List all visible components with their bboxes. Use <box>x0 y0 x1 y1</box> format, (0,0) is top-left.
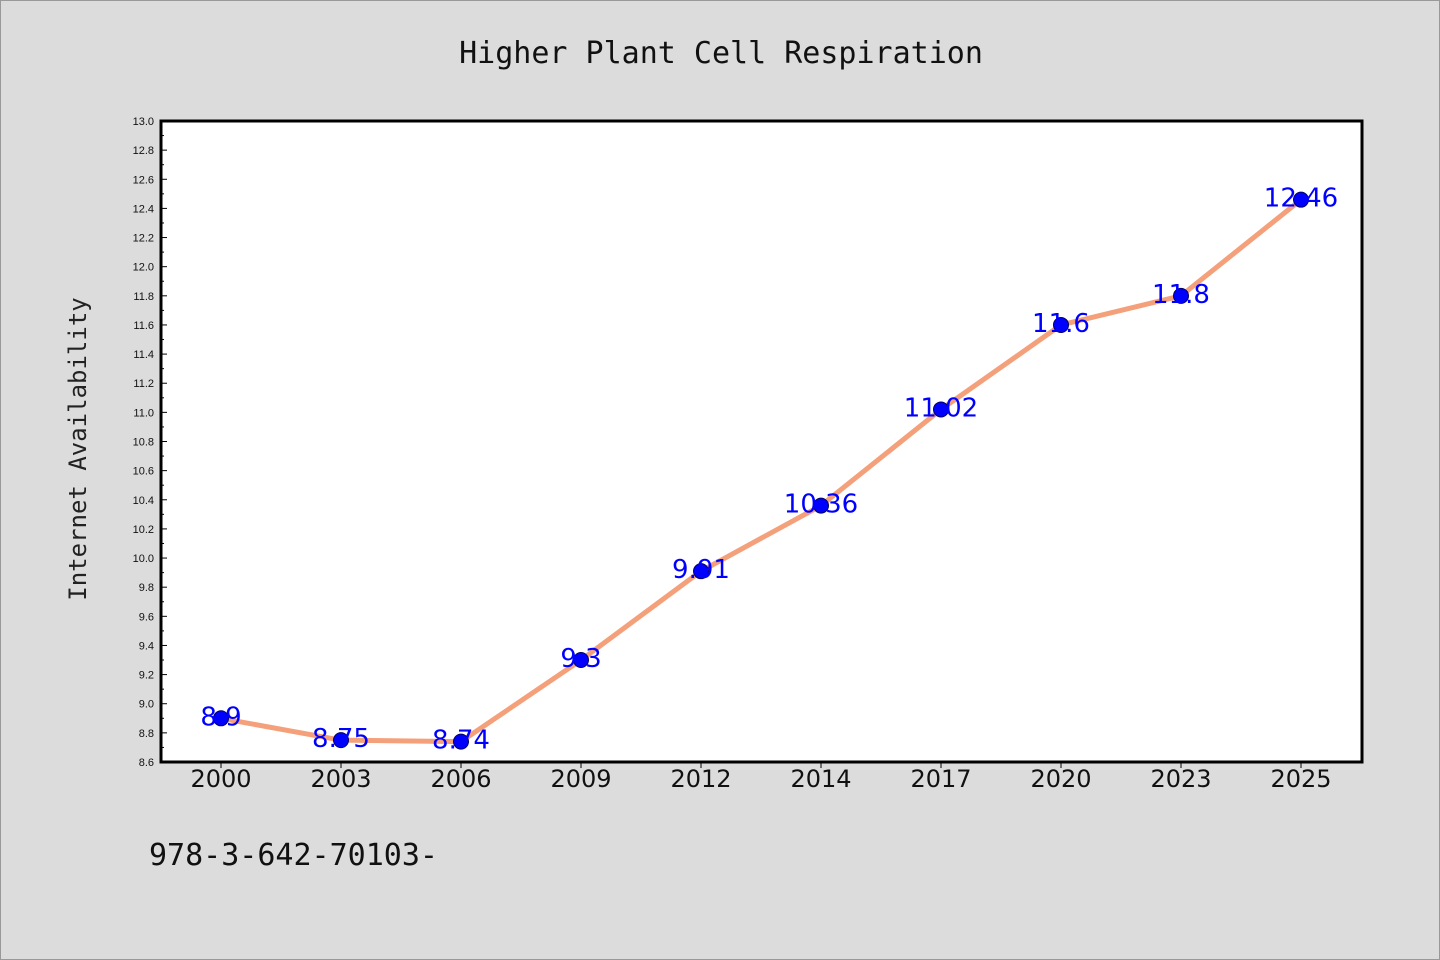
y-tick-label: 10.0 <box>133 553 154 565</box>
data-label: 11.8 <box>1152 280 1210 310</box>
y-tick-label: 12.2 <box>133 233 154 245</box>
y-tick-label: 9.2 <box>139 670 154 682</box>
data-point <box>573 652 589 669</box>
data-point <box>453 733 469 750</box>
data-labels: 8.9 8.75 8.74 9.3 9.91 10.36 11.02 11.6 11.8 12.4… <box>200 184 1338 756</box>
y-tick-label: 11.0 <box>133 407 154 419</box>
y-tick-label: 12.4 <box>133 203 154 215</box>
y-tick-label: 10.4 <box>133 495 154 507</box>
x-tick-label: 2023 <box>1150 765 1211 793</box>
data-label: 10.36 <box>784 490 858 520</box>
y-tick-label: 13.0 <box>133 116 154 128</box>
y-tick-label: 9.6 <box>139 611 154 623</box>
x-tick-label: 2017 <box>910 765 971 793</box>
x-tick-label: 2009 <box>550 765 611 793</box>
data-label: 12.46 <box>1264 184 1338 214</box>
data-label: 11.6 <box>1032 309 1090 339</box>
y-tick-label: 11.4 <box>133 349 154 361</box>
data-point <box>1293 191 1309 208</box>
x-tick-label: 2006 <box>430 765 491 793</box>
x-tick-label: 2012 <box>670 765 731 793</box>
y-tick-label: 12.0 <box>133 262 154 274</box>
y-tick-label: 10.8 <box>133 437 154 449</box>
y-tick-label: 9.8 <box>139 582 154 594</box>
data-point <box>813 497 829 514</box>
x-tick-label: 2000 <box>190 765 251 793</box>
y-axis-label: Internet Availability <box>64 297 92 600</box>
data-point <box>213 710 229 727</box>
data-point <box>693 563 709 580</box>
data-point <box>1053 316 1069 333</box>
series-line <box>218 197 1304 745</box>
data-label: 9.91 <box>672 555 730 585</box>
series-layer <box>213 191 1309 750</box>
y-tick-label: 11.6 <box>133 320 154 332</box>
y-tick-label: 10.2 <box>133 524 154 536</box>
x-tick-label: 2003 <box>310 765 371 793</box>
y-tick-label: 11.8 <box>133 291 154 303</box>
y-axis: 8.6 8.8 9.0 9.2 9.4 9.6 9.8 10.0 10.2 10.4 10.6 10.… <box>133 116 167 769</box>
data-label: 9.3 <box>560 644 601 674</box>
y-tick-label: 12.6 <box>133 174 154 186</box>
data-label: 11.02 <box>904 393 978 423</box>
y-tick-label: 8.8 <box>139 728 154 740</box>
y-tick-label: 8.6 <box>139 757 154 769</box>
data-label: 8.9 <box>200 702 241 732</box>
chart-title: Higher Plant Cell Respiration <box>459 36 983 71</box>
footnote-text: 978-3-642-70103- <box>149 838 438 873</box>
data-point <box>1173 287 1189 304</box>
data-point <box>333 732 349 749</box>
y-tick-label: 11.2 <box>133 378 154 390</box>
x-tick-label: 2014 <box>790 765 851 793</box>
y-tick-label: 9.0 <box>139 699 154 711</box>
y-tick-label: 10.6 <box>133 466 154 478</box>
data-point <box>933 401 949 418</box>
data-label: 8.74 <box>432 726 490 756</box>
plot-area <box>159 119 1364 764</box>
x-tick-label: 2020 <box>1030 765 1091 793</box>
y-tick-label: 12.8 <box>133 145 154 157</box>
x-tick-label: 2025 <box>1270 765 1331 793</box>
x-axis: 2000 2003 2006 2009 2012 2014 2017 2020 2023 2025 <box>190 762 1332 793</box>
y-tick-label: 9.4 <box>139 640 154 652</box>
data-label: 8.75 <box>312 724 370 754</box>
